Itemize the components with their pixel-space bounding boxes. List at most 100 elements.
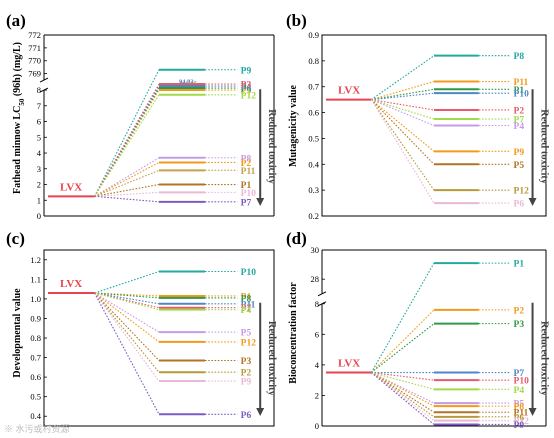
y-tick-label: 0.8 [308, 56, 319, 66]
connector-p11 [370, 372, 435, 413]
connector-p8 [371, 372, 435, 407]
connector-p1 [370, 262, 435, 373]
connector-p4 [94, 85, 160, 197]
y-tick-label: 0.3 [308, 185, 319, 195]
y-tick-label: 5 [37, 132, 41, 142]
lvx-label: LVX [60, 181, 82, 193]
product-label-p11: P11 [514, 78, 529, 88]
connector-p9 [370, 372, 435, 425]
product-label-p9: P9 [241, 66, 252, 76]
y-tick-label: 1.0 [30, 294, 41, 304]
y-tick-label: 6 [315, 329, 319, 339]
y-tick-label: 4 [37, 148, 42, 158]
chart-panel-2: 0.20.30.40.50.60.70.80.9LVXP8P11P1P10P2P… [308, 30, 549, 221]
connector-p11 [94, 292, 160, 305]
product-label-p9: P9 [241, 378, 252, 388]
connector-p6 [94, 292, 160, 415]
product-label-p6: P6 [514, 413, 525, 423]
y-axis-title-c: Developmental value [12, 288, 23, 378]
product-label-p8: P8 [514, 52, 525, 62]
panel-label-d: (d) [286, 229, 307, 248]
product-label-p2: P2 [514, 106, 525, 116]
y-tick-label: 0 [37, 211, 41, 221]
connector-p11 [94, 169, 160, 197]
lvx-label: LVX [338, 358, 360, 370]
lvx-label: LVX [60, 278, 82, 290]
y-tick-label: 769 [28, 69, 41, 79]
connector-p7 [371, 99, 435, 120]
y-tick-label: 2 [37, 180, 41, 190]
y-tick-label: 0.4 [308, 159, 319, 169]
product-label-p6: P6 [241, 411, 252, 421]
product-label-p2: P2 [241, 159, 252, 169]
connector-p1 [94, 183, 160, 197]
chart-panel-1: 769770771772012345678LVXP9P5274.15P6142.… [28, 30, 277, 221]
connector-p10 [371, 371, 435, 381]
product-label-p4: P4 [241, 306, 252, 316]
toxicity-arrow-head [528, 408, 537, 416]
watermark: ※ 水污或村资源 [4, 423, 70, 434]
plot-frame [43, 249, 275, 427]
product-label-p10: P10 [514, 90, 530, 100]
panel-label-a: (a) [6, 11, 26, 30]
connector-p8 [370, 55, 435, 101]
product-label-p3: P3 [241, 357, 252, 367]
product-label-p11: P11 [241, 167, 256, 177]
connector-p12 [370, 99, 435, 191]
y-tick-label: 0.8 [30, 333, 41, 343]
product-label-p7: P7 [514, 116, 525, 126]
reduced-toxicity-label: Reduced toxicity [266, 109, 277, 185]
product-label-p4: P4 [514, 122, 525, 132]
y-tick-label: 28 [311, 274, 320, 284]
product-label-p1: P1 [241, 292, 252, 302]
product-label-p11: P11 [241, 300, 256, 310]
connector-p11 [371, 81, 435, 101]
product-label-p12: P12 [514, 187, 530, 197]
product-label-p12: P12 [514, 417, 530, 427]
y-tick-label: 1.1 [30, 274, 41, 284]
product-label-p8: P8 [514, 403, 525, 413]
connector-p2 [94, 161, 160, 197]
toxicity-arrow-head [256, 198, 265, 206]
product-label-p4: P4 [241, 83, 252, 93]
connector-p3 [94, 292, 160, 361]
product-label-p8: P8 [241, 154, 252, 164]
product-label-p6: P6 [514, 200, 525, 210]
y-tick-label: 8 [37, 85, 41, 95]
product-label-p5: P5 [514, 161, 525, 171]
connector-p4 [371, 371, 435, 390]
y-tick-label: 772 [28, 30, 41, 40]
product-label-p10: P10 [241, 268, 257, 278]
panel-label-c: (c) [6, 229, 25, 248]
connector-p2 [94, 292, 160, 373]
product-label-p7: P7 [241, 198, 252, 208]
connector-p12 [94, 292, 160, 343]
panel-label-b: (b) [286, 11, 307, 30]
y-tick-label: 0.5 [30, 392, 41, 402]
product-label-p10: P10 [514, 377, 530, 387]
connector-p6 [94, 87, 160, 197]
connector-p5 [370, 99, 435, 165]
chart-panel-3: 0.4 0.5 0.6 0.7 0.8 0.9 1.0 1.1 1.2 LVX P10 P1P8P11… [30, 249, 277, 427]
reduced-toxicity-label: Reduced toxicity [539, 321, 550, 397]
y-tick-label: 0.9 [308, 30, 319, 40]
plot-frame [321, 34, 547, 217]
y-tick-label: 8 [315, 299, 319, 309]
product-label-p5: P5 [241, 329, 252, 339]
product-label-p3: P3 [514, 320, 525, 330]
axis-break-mark [317, 291, 327, 297]
connector-p6 [370, 372, 435, 418]
axis-break-mark [39, 77, 49, 83]
y-tick-label: 770 [28, 56, 41, 66]
connector-p3 [370, 323, 435, 373]
reduced-toxicity-label: Reduced toxicity [539, 109, 550, 185]
y-tick-label: 0.9 [30, 313, 41, 323]
y-tick-label: 1.2 [30, 255, 41, 265]
product-label-p10: P10 [241, 189, 257, 199]
connector-p8 [94, 292, 160, 299]
connector-p12 [94, 94, 160, 197]
product-label-p6: P6 [241, 85, 252, 95]
y-tick-label: 0.6 [308, 108, 319, 118]
product-label-p4: P4 [514, 386, 525, 396]
